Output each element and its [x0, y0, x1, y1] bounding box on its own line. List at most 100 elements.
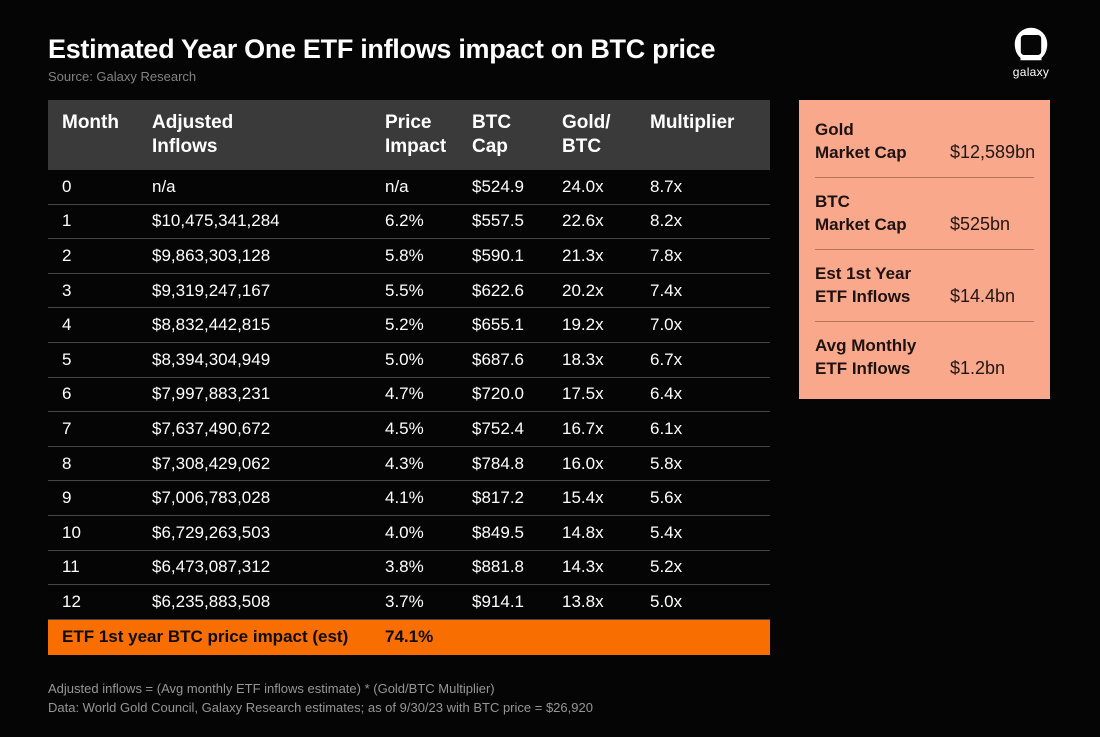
cell-multiplier: 5.8x — [650, 453, 683, 473]
cell-btc-cap: $914.1 — [472, 591, 524, 611]
cell-price-impact: 3.8% — [385, 557, 424, 577]
table-row: 2 $9,863,303,128 5.8% $590.1 21.3x 7.8x — [48, 239, 770, 274]
cell-adjusted-inflows: n/a — [152, 176, 176, 196]
cell-adjusted-inflows: $8,394,304,949 — [152, 349, 271, 369]
table-row: 1 $10,475,341,284 6.2% $557.5 22.6x 8.2x — [48, 205, 770, 240]
table-row: 12 $6,235,883,508 3.7% $914.1 13.8x 5.0x — [48, 585, 770, 620]
footnotes: Adjusted inflows = (Avg monthly ETF infl… — [48, 679, 593, 717]
cell-month: 11 — [62, 557, 80, 577]
cell-price-impact: 4.3% — [385, 453, 424, 473]
stat-label: BTC Market Cap — [815, 192, 907, 234]
cell-gold-btc: 22.6x — [562, 211, 604, 231]
cell-multiplier: 8.2x — [650, 211, 683, 231]
table-row: 5 $8,394,304,949 5.0% $687.6 18.3x 6.7x — [48, 343, 770, 378]
cell-adjusted-inflows: $9,319,247,167 — [152, 280, 271, 300]
cell-gold-btc: 24.0x — [562, 176, 604, 196]
page-title: Estimated Year One ETF inflows impact on… — [48, 34, 716, 64]
cell-gold-btc: 16.0x — [562, 453, 604, 473]
cell-gold-btc: 14.8x — [562, 522, 604, 542]
cell-btc-cap: $881.8 — [472, 557, 524, 577]
col-header-multiplier: Multiplier — [650, 112, 735, 133]
footnote-formula: Adjusted inflows = (Avg monthly ETF infl… — [48, 681, 495, 696]
cell-btc-cap: $524.9 — [472, 176, 524, 196]
cell-price-impact: 4.7% — [385, 384, 424, 404]
cell-btc-cap: $557.5 — [472, 211, 524, 231]
cell-price-impact: 6.2% — [385, 211, 424, 231]
cell-btc-cap: $817.2 — [472, 488, 524, 508]
cell-btc-cap: $622.6 — [472, 280, 524, 300]
cell-multiplier: 6.1x — [650, 418, 683, 438]
key-stats-panel: Gold Market Cap $12,589bn BTC Market Cap $… — [799, 100, 1050, 399]
table-row: 11 $6,473,087,312 3.8% $881.8 14.3x 5.2x — [48, 551, 770, 586]
cell-btc-cap: $655.1 — [472, 315, 524, 335]
cell-multiplier: 5.0x — [650, 591, 683, 611]
cell-price-impact: 5.2% — [385, 315, 424, 335]
cell-month: 10 — [62, 522, 81, 542]
cell-price-impact: 5.8% — [385, 245, 424, 265]
table-row: 7 $7,637,490,672 4.5% $752.4 16.7x 6.1x — [48, 412, 770, 447]
stat-label: Avg Monthly ETF Inflows — [815, 336, 917, 378]
cell-month: 2 — [62, 245, 72, 265]
cell-btc-cap: $752.4 — [472, 418, 524, 438]
cell-multiplier: 5.4x — [650, 522, 683, 542]
cell-gold-btc: 14.3x — [562, 557, 604, 577]
stat-gold-market-cap: Gold Market Cap $12,589bn — [815, 106, 1035, 178]
cell-multiplier: 6.4x — [650, 384, 683, 404]
cell-gold-btc: 20.2x — [562, 280, 604, 300]
cell-month: 8 — [62, 453, 72, 473]
col-header-adjusted-inflows: Adjusted Inflows — [152, 112, 234, 157]
cell-price-impact: 4.5% — [385, 418, 424, 438]
cell-price-impact: 3.7% — [385, 591, 424, 611]
table-row: 10 $6,729,263,503 4.0% $849.5 14.8x 5.4x — [48, 516, 770, 551]
cell-month: 6 — [62, 384, 72, 404]
col-header-gold-btc: Gold/BTC — [562, 112, 611, 157]
galaxy-logo-text: galaxy — [1012, 65, 1050, 79]
etf-impact-table: Month Adjusted Inflows Price Impact BTC Cap… — [48, 100, 770, 655]
cell-adjusted-inflows: $6,235,883,508 — [152, 591, 271, 611]
cell-adjusted-inflows: $10,475,341,284 — [152, 211, 280, 231]
cell-price-impact: 5.0% — [385, 349, 424, 369]
table-header-row: Month Adjusted Inflows Price Impact BTC Cap… — [48, 100, 770, 170]
cell-btc-cap: $590.1 — [472, 245, 524, 265]
cell-gold-btc: 19.2x — [562, 315, 604, 335]
cell-gold-btc: 17.5x — [562, 384, 604, 404]
cell-btc-cap: $720.0 — [472, 384, 524, 404]
stat-value: $14.4bn — [950, 286, 1016, 306]
cell-adjusted-inflows: $7,006,783,028 — [152, 488, 271, 508]
cell-month: 3 — [62, 280, 72, 300]
cell-multiplier: 6.7x — [650, 349, 683, 369]
stat-btc-market-cap: BTC Market Cap $525bn — [815, 178, 1034, 250]
cell-price-impact: 5.5% — [385, 280, 424, 300]
stat-label: Est 1st Year ETF Inflows — [815, 264, 912, 306]
cell-adjusted-inflows: $7,308,429,062 — [152, 453, 271, 473]
galaxy-helmet-icon — [1000, 27, 1062, 62]
cell-month: 4 — [62, 315, 72, 335]
table-row: 4 $8,832,442,815 5.2% $655.1 19.2x 7.0x — [48, 308, 770, 343]
cell-gold-btc: 13.8x — [562, 591, 604, 611]
cell-adjusted-inflows: $6,473,087,312 — [152, 557, 271, 577]
stat-avg-monthly-etf-inflows: Avg Monthly ETF Inflows $1.2bn — [815, 322, 1034, 393]
cell-multiplier: 8.7x — [650, 176, 683, 196]
cell-adjusted-inflows: $6,729,263,503 — [152, 522, 271, 542]
cell-month: 1 — [62, 211, 72, 231]
cell-price-impact: n/a — [385, 176, 409, 196]
cell-gold-btc: 21.3x — [562, 245, 604, 265]
cell-month: 7 — [62, 418, 72, 438]
cell-btc-cap: $849.5 — [472, 522, 524, 542]
table-row: 0 n/a n/a $524.9 24.0x 8.7x — [48, 170, 770, 205]
table-row: 6 $7,997,883,231 4.7% $720.0 17.5x 6.4x — [48, 378, 770, 413]
cell-month: 0 — [62, 176, 72, 196]
cell-price-impact: 4.0% — [385, 522, 424, 542]
cell-adjusted-inflows: $9,863,303,128 — [152, 245, 271, 265]
cell-multiplier: 5.2x — [650, 557, 683, 577]
table-row: 3 $9,319,247,167 5.5% $622.6 20.2x 7.4x — [48, 274, 770, 309]
stat-label: Gold Market Cap — [815, 120, 907, 162]
stat-est-first-year-etf-inflows: Est 1st Year ETF Inflows $14.4bn — [815, 250, 1034, 322]
stat-value: $525bn — [950, 214, 1011, 234]
source-label: Source: Galaxy Research — [48, 69, 197, 84]
stat-value: $1.2bn — [950, 358, 1006, 378]
cell-gold-btc: 16.7x — [562, 418, 604, 438]
cell-multiplier: 7.0x — [650, 315, 683, 335]
galaxy-logo: galaxy — [1000, 27, 1062, 79]
summary-value: 74.1% — [385, 627, 434, 647]
